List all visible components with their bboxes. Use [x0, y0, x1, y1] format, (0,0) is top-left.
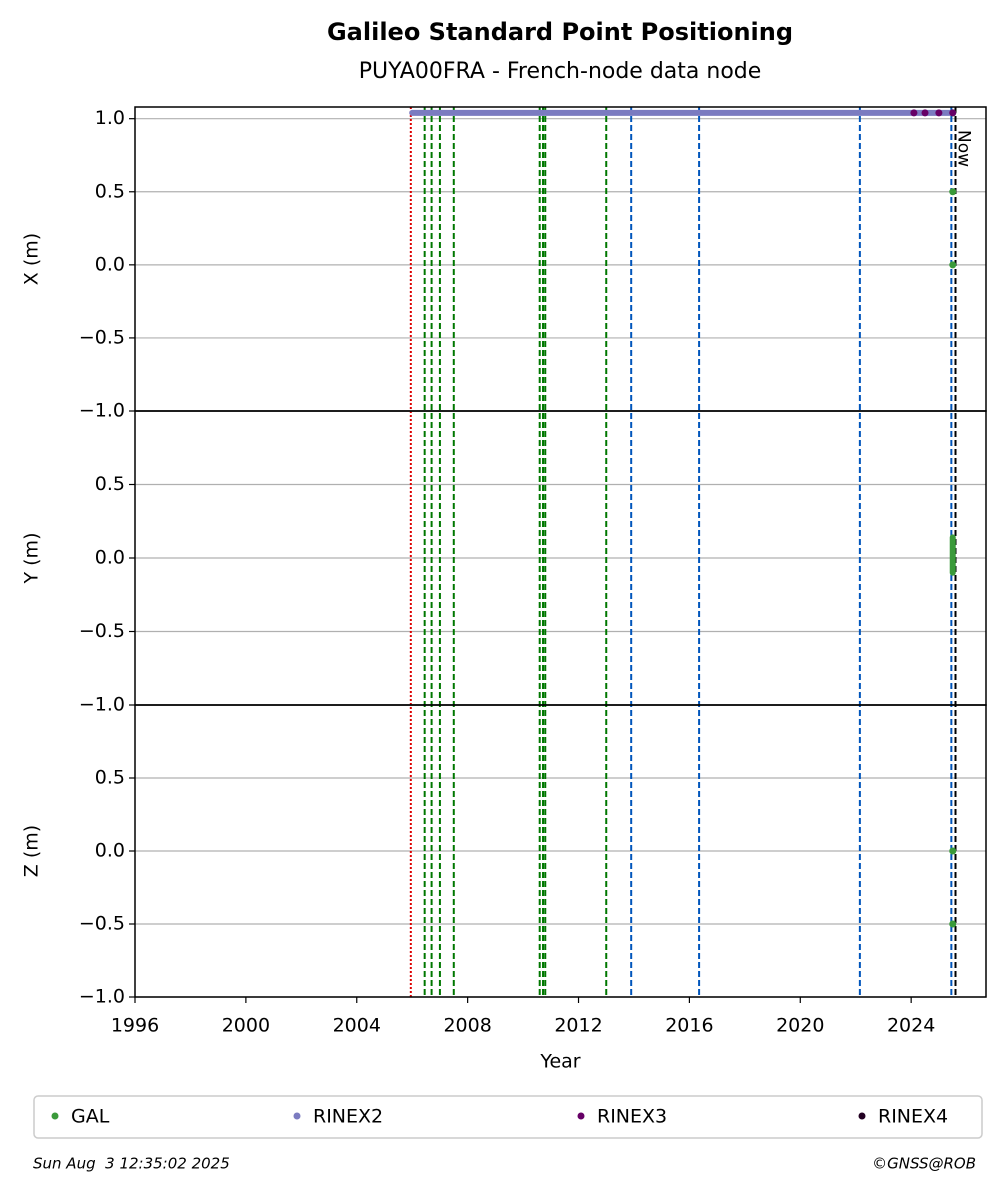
- x-tick-label: 2024: [887, 1015, 935, 1037]
- y-tick-label: 0.5: [95, 767, 125, 789]
- y-tick-label: −1.0: [79, 694, 125, 716]
- y-tick-label: 0.5: [95, 180, 125, 202]
- y-tick-label: 0.5: [95, 473, 125, 495]
- y-tick-label: −0.5: [79, 326, 125, 348]
- y-tick-label: −1.0: [79, 400, 125, 422]
- legend-label: RINEX3: [597, 1106, 667, 1128]
- chart-title: Galileo Standard Point Positioning: [327, 18, 793, 46]
- legend-label: RINEX2: [313, 1106, 383, 1128]
- x-tick-label: 2004: [333, 1015, 381, 1037]
- x-tick-label: 2000: [222, 1015, 270, 1037]
- y-axis-label: Y (m): [21, 533, 43, 585]
- data-point: [949, 109, 957, 117]
- data-point: [949, 920, 957, 928]
- data-point: [921, 109, 929, 117]
- y-axis-label: X (m): [21, 233, 43, 285]
- legend-label: GAL: [71, 1106, 110, 1128]
- footer-copyright: ©GNSS@ROB: [872, 1155, 976, 1173]
- x-axis-label: Year: [539, 1051, 580, 1073]
- x-tick-label: 2012: [554, 1015, 602, 1037]
- legend-label: RINEX4: [878, 1106, 948, 1128]
- x-tick-label: 2020: [776, 1015, 824, 1037]
- y-tick-label: 0.0: [95, 547, 125, 569]
- y-tick-label: 0.0: [95, 253, 125, 275]
- plot-frame: [134, 704, 987, 998]
- data-point: [949, 188, 957, 196]
- x-tick-label: 2008: [443, 1015, 491, 1037]
- data-point: [935, 109, 943, 117]
- plot-frame: [134, 106, 987, 412]
- legend-marker: [858, 1112, 866, 1120]
- data-point: [949, 261, 957, 269]
- y-tick-label: −1.0: [79, 986, 125, 1008]
- y-tick-label: −0.5: [79, 620, 125, 642]
- legend-marker: [577, 1112, 585, 1120]
- event-label: Now: [954, 130, 974, 167]
- legend-box: [33, 1095, 983, 1139]
- data-point: [949, 847, 957, 855]
- y-axis-label: Z (m): [21, 825, 43, 877]
- legend-marker: [293, 1112, 301, 1120]
- footer-date: Sun Aug 3 12:35:02 2025: [33, 1155, 230, 1173]
- y-tick-label: 1.0: [95, 107, 125, 129]
- chart-subtitle: PUYA00FRA - French-node data node: [359, 59, 762, 84]
- legend-marker: [51, 1112, 59, 1120]
- data-point: [910, 109, 918, 117]
- y-tick-label: 0.0: [95, 840, 125, 862]
- y-tick-label: −0.5: [79, 913, 125, 935]
- x-tick-label: 2016: [665, 1015, 713, 1037]
- x-tick-label: 1996: [111, 1015, 159, 1037]
